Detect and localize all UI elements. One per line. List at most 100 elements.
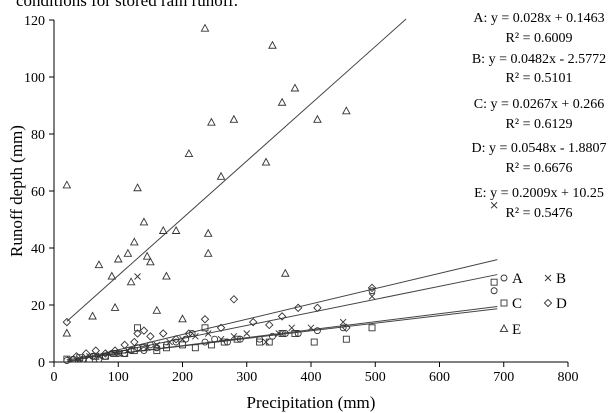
point-b xyxy=(243,330,251,337)
point-d xyxy=(133,329,142,338)
point-d xyxy=(101,349,110,358)
point-a xyxy=(188,330,196,337)
point-d xyxy=(367,283,377,293)
point-b xyxy=(368,293,376,300)
data-points xyxy=(62,23,498,365)
point-e xyxy=(158,225,168,234)
point-d xyxy=(120,340,129,350)
point-e xyxy=(139,217,149,226)
point-e xyxy=(62,180,72,189)
point-c xyxy=(291,330,299,337)
y-tick-label: 0 xyxy=(38,356,45,371)
point-b xyxy=(153,341,161,349)
x-tick-label: 700 xyxy=(493,370,514,385)
legend-marker-a xyxy=(500,274,508,282)
point-e xyxy=(313,114,322,123)
point-b xyxy=(166,338,173,346)
point-c xyxy=(134,324,141,332)
point-e xyxy=(290,83,300,92)
y-tick-label: 100 xyxy=(24,71,45,86)
point-c xyxy=(111,350,119,357)
r-squared-a: R² = 0.6009 xyxy=(506,31,573,46)
point-a xyxy=(201,338,209,346)
legend-label-e: E xyxy=(512,322,521,338)
y-tick-label: 120 xyxy=(24,14,45,29)
series-e xyxy=(62,23,351,337)
point-d xyxy=(248,317,258,327)
point-e xyxy=(142,251,152,260)
point-c xyxy=(265,338,273,346)
point-c xyxy=(76,354,84,362)
point-b xyxy=(134,273,141,280)
point-d xyxy=(216,323,226,333)
legend-marker-e xyxy=(499,324,509,333)
point-d xyxy=(184,329,194,338)
equation-c: C: y = 0.0267x + 0.266 xyxy=(474,97,605,112)
r-squared-d: R² = 0.6676 xyxy=(506,161,573,176)
y-axis-label: Runoff depth (mm) xyxy=(7,125,26,257)
point-c xyxy=(342,335,350,343)
y-tick-label: 60 xyxy=(31,185,45,200)
point-e xyxy=(216,171,226,180)
point-e xyxy=(171,225,181,234)
point-d xyxy=(91,346,100,355)
point-c xyxy=(92,352,100,360)
series-c xyxy=(63,278,498,363)
legend-label-a: A xyxy=(512,271,523,287)
equation-b: B: y = 0.0482x - 2.5772 xyxy=(472,52,606,67)
point-e xyxy=(94,260,104,269)
point-b xyxy=(204,330,212,337)
point-c xyxy=(191,344,199,352)
point-e xyxy=(184,149,194,158)
point-e xyxy=(261,157,271,166)
point-e xyxy=(268,40,277,49)
point-e xyxy=(207,117,216,126)
point-c xyxy=(256,338,264,346)
point-e xyxy=(126,277,136,286)
point-e xyxy=(110,302,120,311)
point-d xyxy=(229,295,239,304)
legend-marker-c xyxy=(500,299,508,307)
series-b xyxy=(66,201,498,363)
series-a xyxy=(63,287,498,365)
point-c xyxy=(233,335,241,343)
point-c xyxy=(130,347,138,355)
point-a xyxy=(313,327,321,335)
x-tick-label: 400 xyxy=(301,370,322,385)
equations: A: y = 0.028x + 0.1463 R² = 0.6009 B: y = … xyxy=(471,11,606,221)
point-e xyxy=(178,314,187,323)
legend-label-b: B xyxy=(556,271,566,287)
point-a xyxy=(182,335,190,343)
point-c xyxy=(490,278,498,286)
x-tick-label: 300 xyxy=(236,370,257,385)
point-e xyxy=(203,228,213,237)
point-b xyxy=(179,335,186,343)
point-d xyxy=(200,315,210,324)
x-tick-label: 100 xyxy=(108,370,129,385)
point-e xyxy=(229,114,239,123)
point-c xyxy=(278,330,286,337)
x-axis-label: Precipitation (mm) xyxy=(247,393,376,412)
point-c xyxy=(220,338,228,346)
legend-label-d: D xyxy=(556,296,567,312)
point-a xyxy=(368,287,376,295)
x-tick-label: 800 xyxy=(558,370,579,385)
y-tick-label: 20 xyxy=(31,299,45,314)
r-squared-e: R² = 0.5476 xyxy=(506,206,573,221)
equation-e: E: y = 0.2009x + 10.25 xyxy=(474,186,604,201)
top-caption: conditions for stored rain runoff. xyxy=(16,0,239,10)
legend-marker-d xyxy=(543,298,553,308)
axes: 0 100 200 300 400 500 600 700 800 0 20 40 60 80 100 120 xyxy=(24,14,579,385)
point-d xyxy=(72,352,81,361)
trendlines xyxy=(66,18,498,363)
point-b xyxy=(490,201,498,209)
point-d xyxy=(313,303,322,313)
point-c xyxy=(162,344,170,352)
point-d xyxy=(158,329,168,338)
point-b xyxy=(192,333,199,340)
point-e xyxy=(277,97,287,106)
point-e xyxy=(107,271,117,280)
point-e xyxy=(280,268,290,277)
point-d xyxy=(139,326,149,335)
